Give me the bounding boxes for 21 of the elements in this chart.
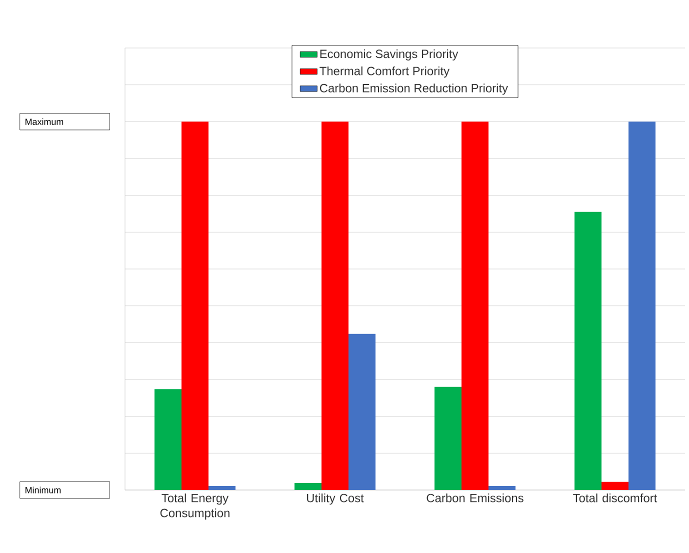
legend-label: Carbon Emission Reduction Priority xyxy=(320,84,508,95)
bar xyxy=(434,386,462,490)
bar xyxy=(488,486,516,490)
x-tick-label: Utility Cost xyxy=(307,494,364,505)
bar xyxy=(294,483,322,490)
x-tick-label: Carbon Emissions xyxy=(426,494,524,502)
legend-label: Thermal Comfort Priority xyxy=(320,66,450,78)
text: Minimum xyxy=(26,486,61,494)
x-tick-label: Total discomfort xyxy=(573,494,658,502)
legend-label: Economic Savings Priority xyxy=(320,49,458,60)
text: Maximum xyxy=(26,118,64,125)
bar xyxy=(602,482,629,490)
bar xyxy=(322,122,348,490)
bar xyxy=(462,122,489,490)
bar xyxy=(154,389,182,490)
x-tick-label: Total Energy Consumption xyxy=(160,494,230,520)
bar xyxy=(182,122,208,490)
bar xyxy=(348,334,376,490)
bar xyxy=(574,212,602,490)
bar xyxy=(208,486,236,490)
bar xyxy=(628,122,656,490)
